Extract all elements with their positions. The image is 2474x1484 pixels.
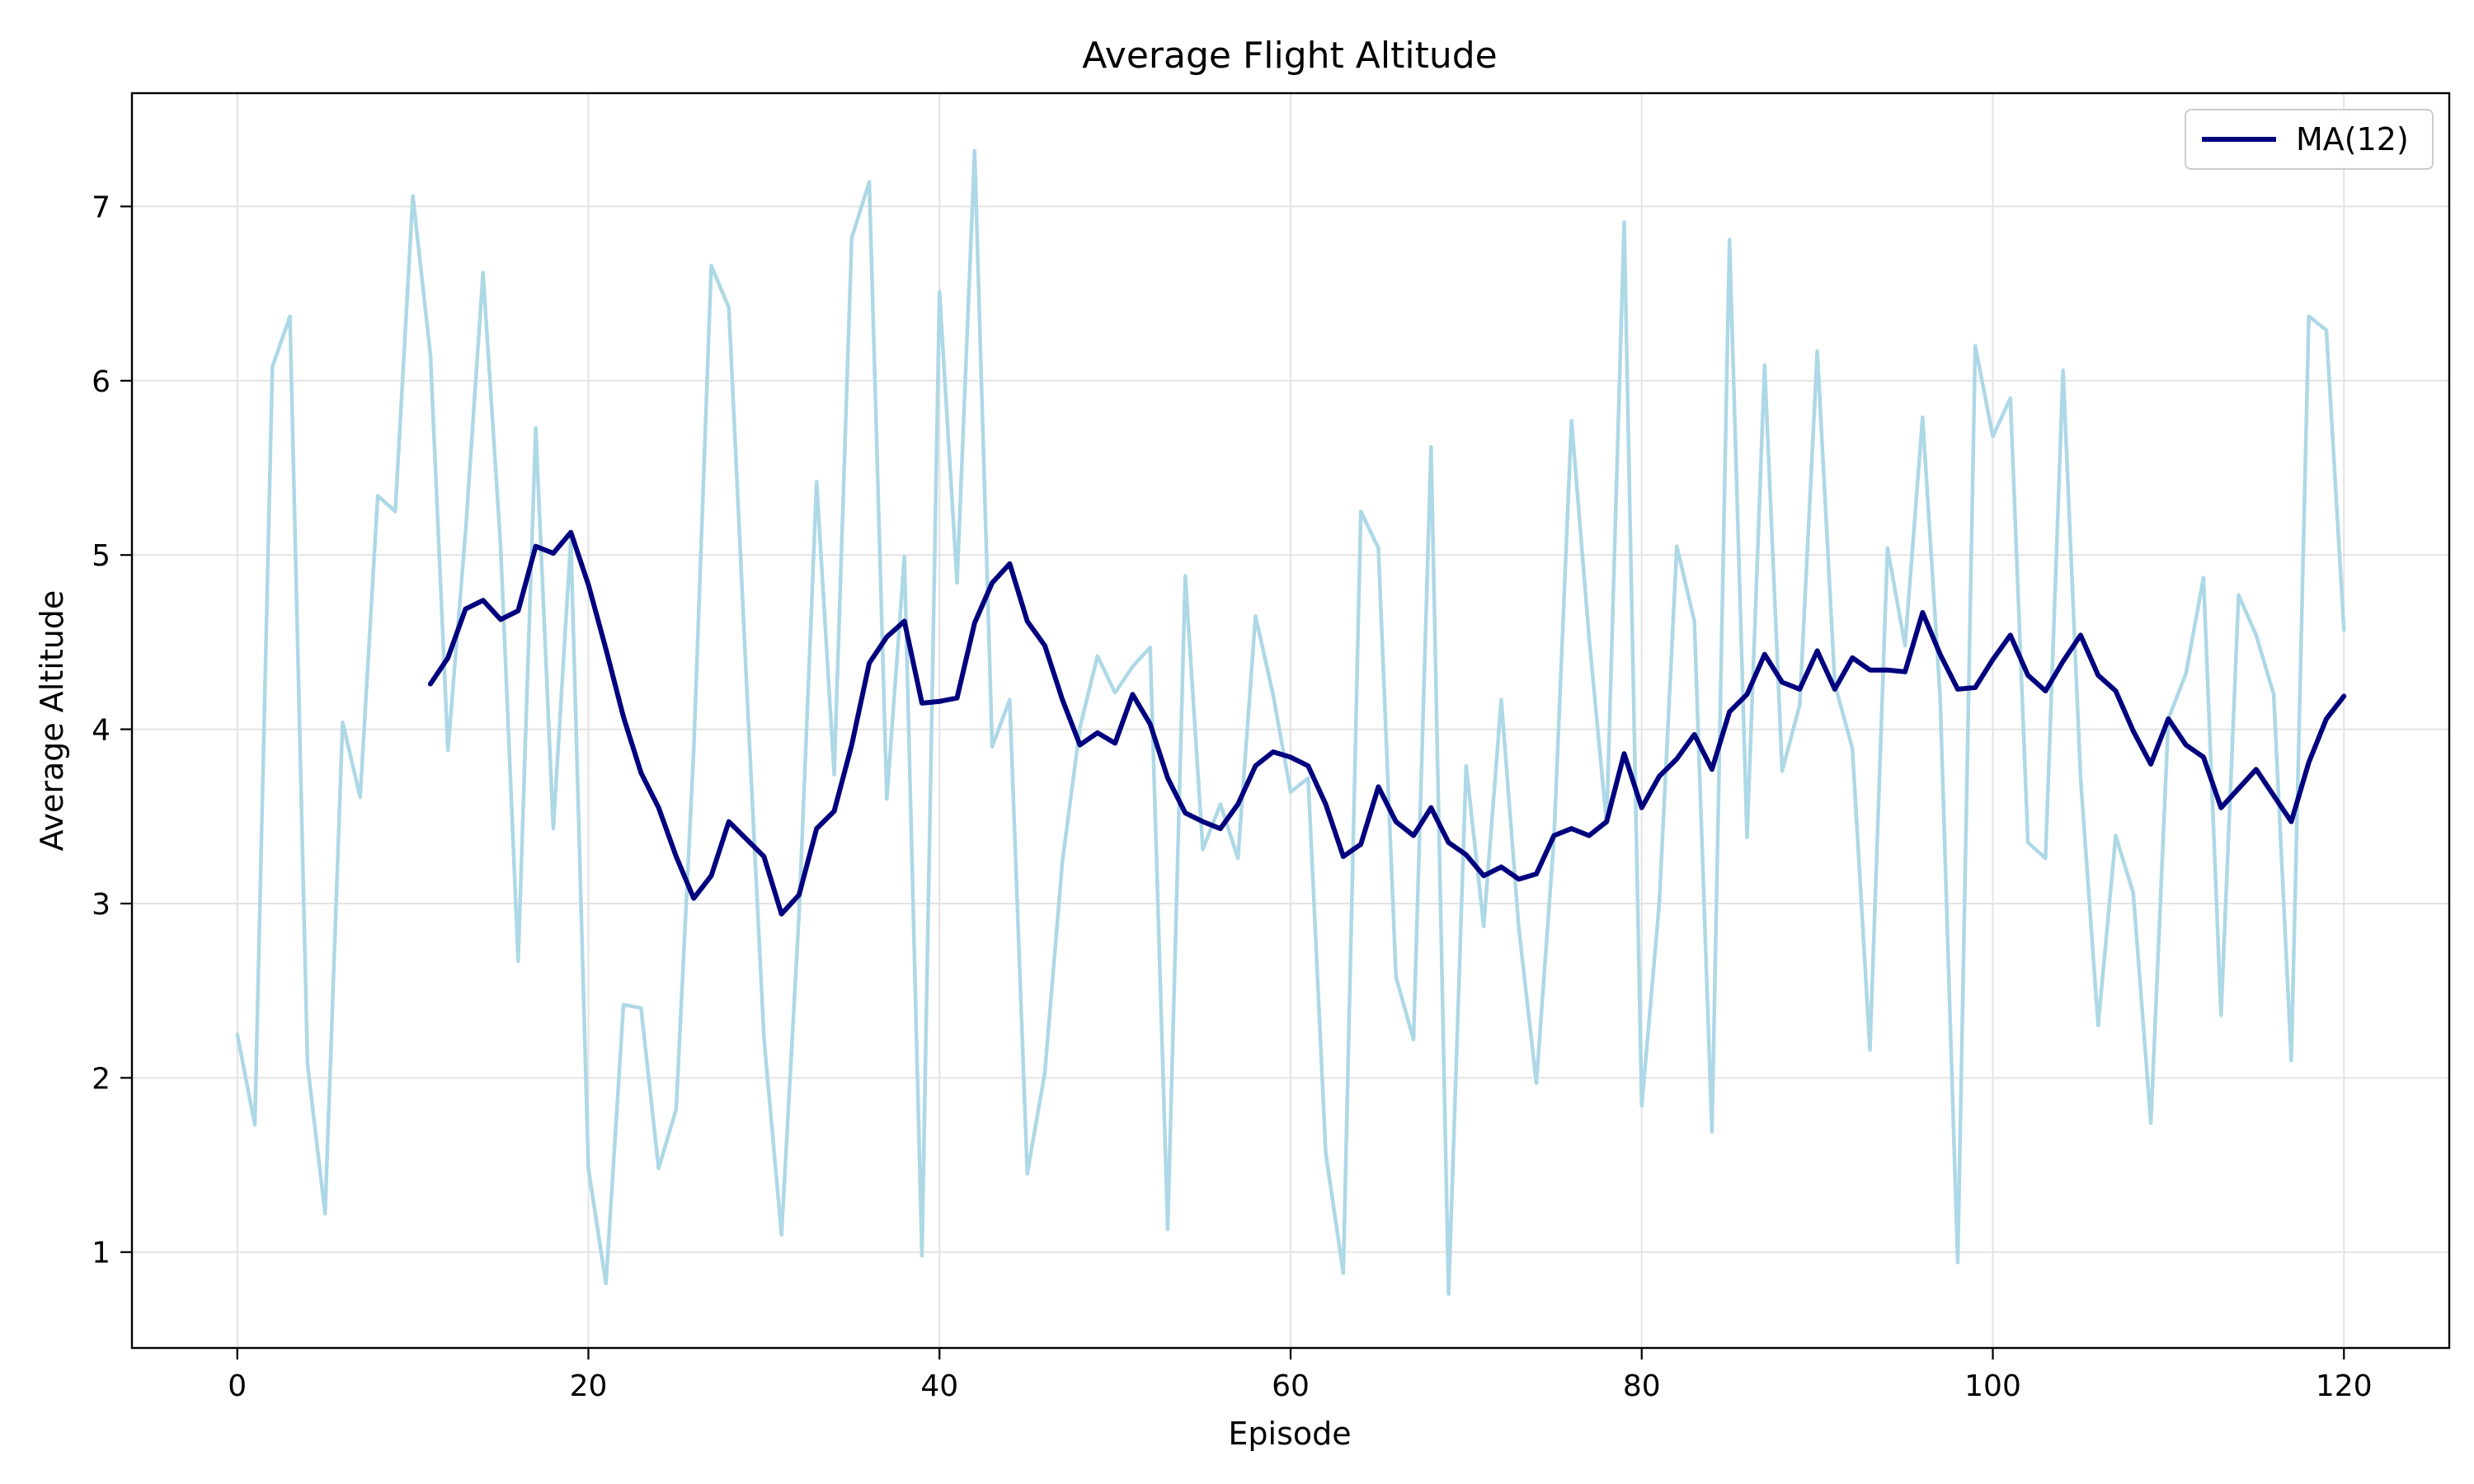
legend-box bbox=[2185, 109, 2434, 170]
moving-average-line bbox=[427, 529, 2347, 917]
y-tick-label: 3 bbox=[92, 888, 111, 922]
legend-label: MA(12) bbox=[2296, 121, 2409, 157]
x-tick-label: 20 bbox=[570, 1369, 608, 1403]
chart-title: Average Flight Altitude bbox=[1082, 35, 1497, 77]
y-tick-label: 2 bbox=[92, 1062, 111, 1096]
raw-altitude-line bbox=[235, 148, 2346, 1296]
series-layer bbox=[235, 148, 2347, 1296]
x-tick-label: 100 bbox=[1964, 1369, 2021, 1403]
y-tick-label: 6 bbox=[92, 365, 111, 399]
x-tick-label: 40 bbox=[920, 1369, 958, 1403]
y-axis-label: Average Altitude bbox=[34, 590, 70, 852]
x-tick-label: 60 bbox=[1272, 1369, 1310, 1403]
x-axis-label: Episode bbox=[1228, 1416, 1351, 1452]
legend: MA(12) bbox=[2185, 109, 2434, 170]
y-tick-label: 4 bbox=[92, 714, 111, 748]
y-tick-label: 5 bbox=[92, 539, 111, 573]
y-tick-label: 7 bbox=[92, 190, 111, 224]
x-tick-label: 0 bbox=[228, 1369, 247, 1403]
x-tick-label: 80 bbox=[1623, 1369, 1661, 1403]
axis-ticks: 0 20 40 60 80 100 120 1 2 3 4 5 6 7 bbox=[92, 190, 2373, 1403]
x-tick-label: 120 bbox=[2316, 1369, 2373, 1403]
y-tick-label: 1 bbox=[92, 1237, 111, 1270]
